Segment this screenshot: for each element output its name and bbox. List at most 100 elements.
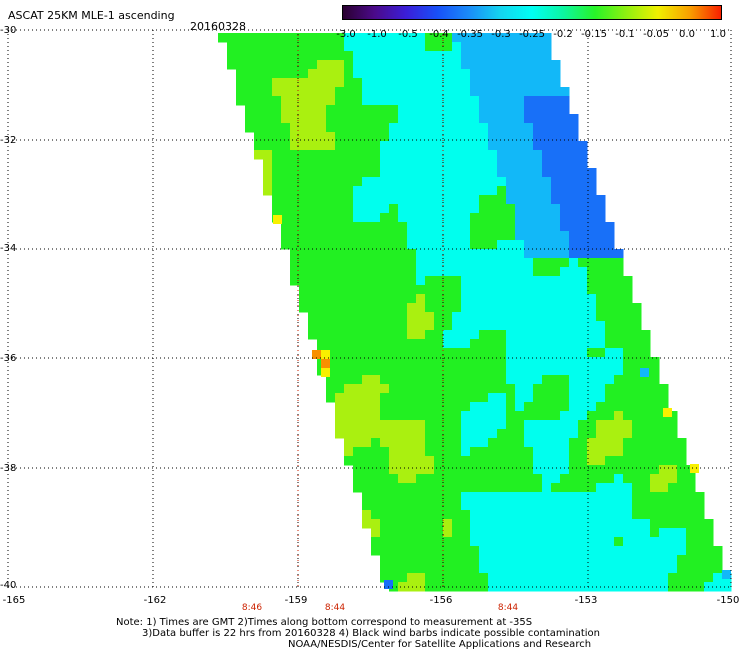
swath-cell: [578, 168, 588, 178]
swath-cell: [398, 438, 408, 448]
swath-cell: [506, 447, 516, 457]
swath-cell: [290, 69, 300, 79]
swath-cell: [398, 249, 408, 259]
swath-cell: [632, 546, 642, 556]
swath-cell: [506, 222, 516, 232]
swath-cell: [470, 285, 480, 295]
swath-cell: [497, 465, 507, 475]
swath-cell: [335, 240, 345, 250]
swath-cell: [542, 141, 552, 151]
swath-cell: [317, 339, 327, 349]
swath-cell: [371, 96, 381, 106]
swath-cell: [272, 42, 282, 52]
swath-cell: [371, 267, 381, 277]
swath-cell: [533, 375, 543, 385]
swath-cell: [524, 483, 534, 493]
swath-cell: [506, 402, 516, 412]
swath-cell: [371, 447, 381, 457]
swath-cell: [443, 447, 453, 457]
swath-cell: [542, 168, 552, 178]
swath-cell: [398, 465, 408, 475]
swath-cell: [506, 78, 516, 88]
swath-cell: [605, 420, 615, 430]
swath-cell: [695, 519, 705, 529]
swath-cell: [533, 447, 543, 457]
swath-cell: [560, 555, 570, 565]
swath-cell: [461, 177, 471, 187]
swath-cell: [389, 177, 399, 187]
swath-cell: [542, 123, 552, 133]
swath-cell: [362, 456, 372, 466]
swath-cell: [605, 393, 615, 403]
swath-cell: [578, 150, 588, 160]
swath-cell: [596, 384, 606, 394]
swath-cell: [479, 519, 489, 529]
swath-cell: [659, 510, 669, 520]
swath-cell: [533, 501, 543, 511]
swath-cell: [542, 465, 552, 475]
swath-cell: [650, 582, 660, 592]
swath-cell: [470, 276, 480, 286]
swath-cell: [380, 456, 390, 466]
color-scale-bar: [342, 5, 722, 20]
swath-cell: [380, 573, 390, 583]
swath-cell: [290, 141, 300, 151]
swath-cell: [524, 492, 534, 502]
swath-cell: [299, 33, 309, 43]
swath-cell: [344, 438, 354, 448]
swath-cell: [425, 564, 435, 574]
swath-cell: [587, 582, 597, 592]
swath-cell: [578, 294, 588, 304]
swath-cell: [299, 177, 309, 187]
swath-cell: [632, 393, 642, 403]
swath-cell: [461, 501, 471, 511]
swath-cell: [380, 501, 390, 511]
swath-cell: [407, 402, 417, 412]
swath-cell: [371, 312, 381, 322]
swath-cell: [434, 204, 444, 214]
swath-cell: [389, 474, 399, 484]
swath-cell: [605, 402, 615, 412]
swath-cell: [632, 447, 642, 457]
swath-cell: [605, 294, 615, 304]
swath-cell: [650, 474, 660, 484]
swath-cell: [488, 474, 498, 484]
swath-cell: [560, 330, 570, 340]
swath-cell: [578, 474, 588, 484]
swath-cell: [470, 123, 480, 133]
swath-cell: [461, 213, 471, 223]
swath-cell: [506, 51, 516, 61]
swath-cell: [515, 213, 525, 223]
swath-cell: [461, 132, 471, 142]
swath-cell: [335, 249, 345, 259]
swath-cell: [614, 249, 624, 259]
swath-cell: [434, 438, 444, 448]
swath-cell: [380, 411, 390, 421]
swath-cell: [632, 510, 642, 520]
swath-cell: [551, 294, 561, 304]
swath-cell: [416, 267, 426, 277]
swath-cell: [578, 456, 588, 466]
swath-cell: [632, 465, 642, 475]
swath-cell: [317, 285, 327, 295]
swath-cell: [488, 249, 498, 259]
swath-cell: [353, 357, 363, 367]
swath-cell: [470, 339, 480, 349]
swath-cell: [506, 375, 516, 385]
swath-cell: [614, 276, 624, 286]
swath-cell: [308, 141, 318, 151]
swath-cell: [398, 339, 408, 349]
swath-cell: [668, 456, 678, 466]
swath-cell: [398, 519, 408, 529]
swath-cell: [533, 438, 543, 448]
swath-cell: [308, 240, 318, 250]
swath-cell: [245, 69, 255, 79]
swath-cell: [326, 303, 336, 313]
swath-cell: [380, 213, 390, 223]
swath-cell: [623, 420, 633, 430]
swath-cell: [308, 303, 318, 313]
swath-cell: [416, 105, 426, 115]
swath-cell: [425, 51, 435, 61]
swath-cell: [461, 168, 471, 178]
swath-cell: [263, 132, 273, 142]
